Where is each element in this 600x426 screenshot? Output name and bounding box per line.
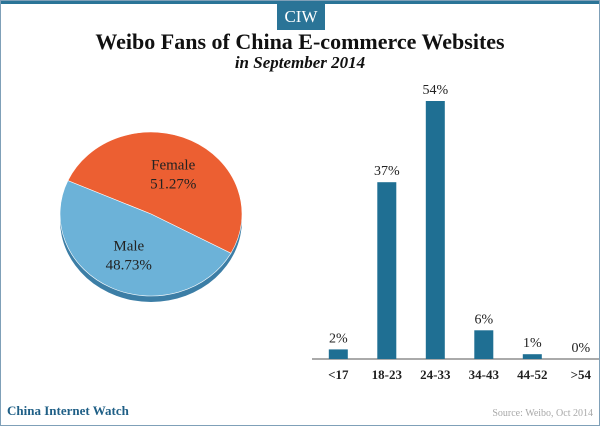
bar-0 [328, 349, 348, 359]
pie-slice-female [67, 131, 243, 254]
bar-category-label-1: 18-23 [372, 367, 403, 382]
bar-3 [474, 330, 494, 359]
bar-category-label-4: 44-52 [517, 367, 547, 382]
pie-value-female: 51.27% [150, 177, 196, 193]
bar-category-label-2: 24-33 [420, 367, 451, 382]
bar-value-label-5: 0% [571, 341, 590, 356]
chart-title: Weibo Fans of China E-commerce Websites [95, 29, 505, 54]
source-note: Source: Weibo, Oct 2014 [492, 408, 593, 419]
bar-value-label-0: 2% [329, 331, 348, 346]
pie-label-male: Male [113, 238, 144, 254]
pie-slice-male [59, 180, 232, 297]
bar-category-label-0: <17 [328, 367, 349, 382]
bar-value-label-4: 1% [523, 336, 542, 351]
top-accent-band [1, 1, 599, 4]
bar-value-label-2: 54% [422, 83, 448, 98]
bar-value-label-1: 37% [374, 164, 400, 179]
bar-category-label-3: 34-43 [469, 367, 500, 382]
pie-value-male: 48.73% [106, 257, 152, 273]
ciw-logo: CIW [277, 4, 325, 30]
bar-1 [377, 182, 397, 359]
bar-value-label-3: 6% [474, 312, 493, 327]
brand-name: China Internet Watch [7, 403, 129, 418]
bar-4 [522, 354, 542, 359]
pie-label-female: Female [151, 158, 195, 174]
bar-2 [425, 101, 445, 359]
chart-subtitle: in September 2014 [234, 53, 366, 72]
bar-category-label-5: >54 [571, 367, 592, 382]
